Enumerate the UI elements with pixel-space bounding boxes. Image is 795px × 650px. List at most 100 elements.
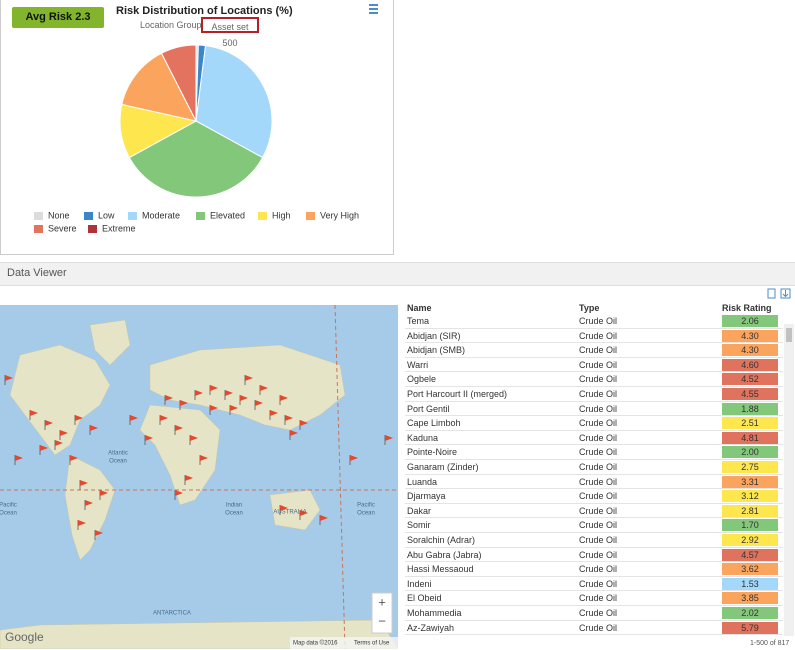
flag — [130, 415, 138, 421]
data-table: Name Type Risk Rating Tema Crude Oil 2.06 Abid… — [400, 300, 795, 650]
name-cell: Indeni — [407, 578, 432, 589]
row-divider — [405, 605, 783, 606]
type-cell: Crude Oil — [579, 520, 618, 531]
flag — [185, 475, 193, 481]
chart-subtitle: Location Group — [140, 20, 202, 30]
row-divider — [405, 415, 783, 417]
row-divider — [405, 356, 783, 358]
row-divider — [405, 327, 783, 329]
flag — [195, 390, 203, 396]
legend-label: None — [48, 210, 70, 220]
row-divider — [405, 619, 783, 621]
risk-rating-cell: 5.79 — [722, 621, 778, 634]
asset-set-box[interactable]: Asset set 500 — [201, 17, 259, 48]
legend-label: Low — [98, 210, 115, 220]
risk-rating-cell: 2.02 — [722, 607, 778, 619]
legend-swatch — [196, 212, 205, 220]
flag — [385, 435, 393, 441]
type-cell: Crude Oil — [579, 505, 618, 516]
row-divider — [405, 342, 783, 344]
risk-rating-cell: 1.88 — [722, 402, 778, 415]
flag — [175, 425, 183, 431]
name-cell: Ogbele — [407, 374, 437, 385]
name-cell: El Obeid — [407, 593, 442, 604]
row-divider — [405, 444, 783, 446]
flag — [190, 435, 198, 441]
row-divider — [405, 590, 783, 592]
risk-rating-cell: 4.30 — [722, 344, 778, 357]
zoom-controls — [371, 592, 393, 634]
flag — [30, 410, 38, 416]
map-label: ANTARCTICA — [153, 611, 191, 617]
zoom-out[interactable]: − — [378, 613, 386, 628]
flag — [245, 375, 253, 381]
flag — [240, 395, 248, 401]
name-cell: Ganaram (Zinder) — [407, 462, 479, 472]
flag — [225, 390, 233, 396]
risk-rating-cell: 4.30 — [722, 329, 778, 342]
flag — [210, 405, 218, 411]
pager: 1-500 of 817 — [750, 640, 790, 647]
type-cell: Crude Oil — [579, 389, 618, 399]
type-cell: Crude Oil — [579, 491, 618, 502]
flag — [15, 455, 23, 461]
flag — [45, 420, 53, 426]
flag — [270, 410, 278, 416]
flag — [60, 430, 68, 436]
legend-swatch — [306, 212, 315, 220]
scrollbar-thumb — [786, 328, 792, 342]
name-cell: Abidjan (SMB) — [407, 345, 466, 356]
name-cell: Pointe-Noire — [407, 447, 458, 458]
flag — [70, 455, 78, 461]
map-label: Pacific — [0, 503, 17, 509]
flag — [280, 505, 288, 511]
row-divider — [405, 429, 783, 431]
risk-rating-cell: 4.55 — [722, 388, 778, 400]
legend-swatch — [34, 225, 43, 233]
type-cell: Crude Oil — [579, 432, 618, 443]
row-divider — [405, 473, 783, 475]
google-logo: Google — [5, 630, 44, 644]
legend-swatch — [88, 225, 97, 233]
row-divider — [405, 386, 783, 387]
map-label: Ocean — [357, 511, 375, 517]
flag — [180, 400, 188, 406]
toolbar-icons[interactable] — [767, 288, 795, 300]
risk-rating-cell: 1.53 — [722, 577, 778, 590]
name-cell: Soralchin (Adrar) — [407, 535, 476, 545]
legend-label: High — [272, 210, 291, 220]
menu-icon[interactable] — [368, 3, 380, 15]
land — [269, 489, 321, 531]
flag — [90, 425, 98, 431]
flag — [260, 385, 268, 391]
flag — [200, 455, 208, 461]
name-cell: Luanda — [407, 476, 438, 487]
row-divider — [405, 561, 783, 563]
data-viewer-header — [0, 262, 795, 286]
flag — [320, 515, 328, 521]
map[interactable]: Atlantic Ocean Indian Ocean Pacific Ocean Paci… — [0, 305, 398, 649]
zoom-in[interactable]: + — [378, 594, 386, 609]
column-header: Type — [579, 303, 600, 313]
flag — [160, 415, 168, 421]
flag — [5, 375, 13, 381]
name-cell: Az-Zawiyah — [407, 622, 455, 633]
flag — [40, 445, 48, 451]
panel-title: Data Viewer — [7, 267, 67, 279]
name-cell: Abu Gabra (Jabra) — [407, 549, 482, 560]
flag — [75, 415, 83, 421]
type-cell: Crude Oil — [579, 476, 618, 487]
risk-rating-cell: 1.70 — [722, 519, 778, 532]
map-label: Pacific — [357, 503, 375, 509]
map-label: Ocean — [109, 459, 127, 465]
pie-chart: None Low Moderate Elevated High Very High Seve… — [34, 44, 359, 233]
row-divider — [405, 532, 783, 533]
flag — [290, 430, 298, 436]
land — [89, 319, 131, 366]
type-cell: Crude Oil — [579, 622, 618, 633]
type-cell: Crude Oil — [579, 462, 618, 472]
flag — [210, 385, 218, 391]
legend-label: Severe — [48, 223, 77, 233]
flag — [280, 395, 288, 401]
legend-swatch — [258, 212, 267, 220]
